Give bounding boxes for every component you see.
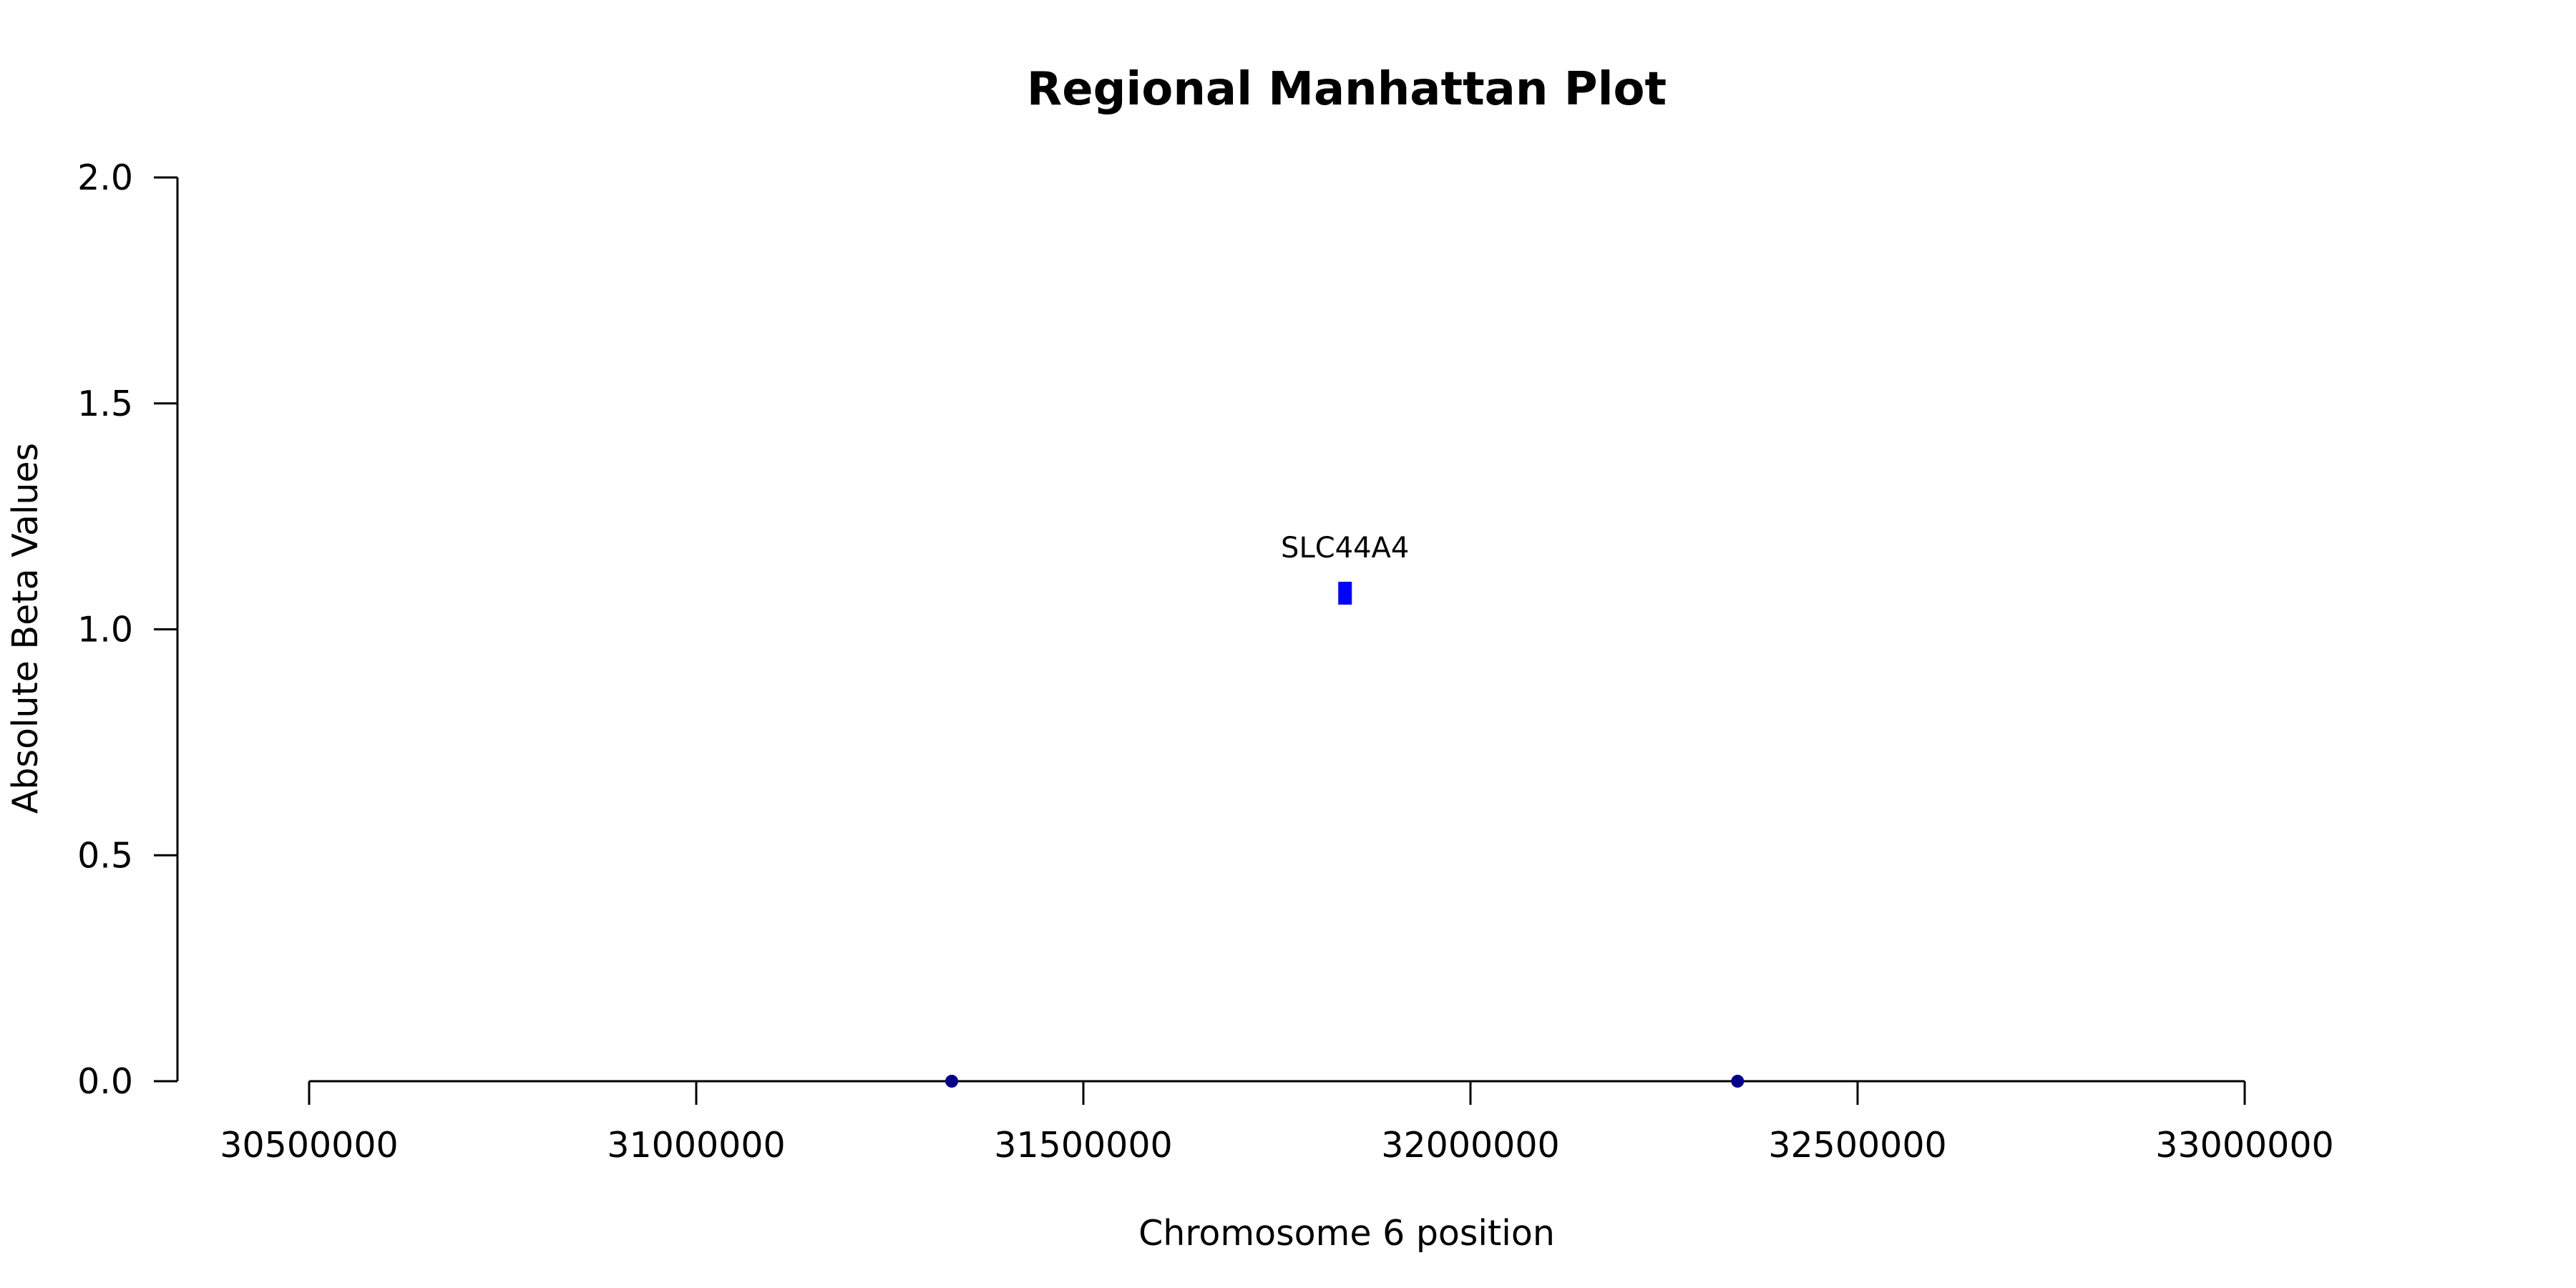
axes: 0.0 0.5 1.0 1.5 2.0 30500000 31000000 31500000 3… [77, 157, 2334, 1166]
x-tick-label: 33000000 [2155, 1125, 2333, 1166]
y-tick-label: 1.5 [77, 384, 133, 424]
x-axis-label: Chromosome 6 position [1138, 1213, 1555, 1254]
x-tick-label: 32000000 [1381, 1125, 1559, 1166]
x-tick-label: 31000000 [607, 1125, 785, 1166]
data-point-circle [1731, 1075, 1745, 1088]
x-tick-label: 30500000 [220, 1125, 398, 1166]
y-tick-label: 0.5 [77, 835, 133, 876]
data-marks: SLC44A4 [945, 532, 1745, 1088]
x-tick-label: 32500000 [1768, 1125, 1946, 1166]
y-tick-label: 2.0 [77, 157, 133, 198]
data-point-square [1338, 581, 1352, 605]
data-point-circle [945, 1075, 959, 1088]
y-axis-label: Absolute Beta Values [5, 443, 46, 814]
x-tick-label: 31500000 [994, 1125, 1172, 1166]
point-annotation: SLC44A4 [1281, 532, 1409, 565]
y-tick-label: 0.0 [77, 1061, 133, 1102]
chart-title: Regional Manhattan Plot [1027, 63, 1667, 116]
y-tick-label: 1.0 [77, 610, 133, 650]
